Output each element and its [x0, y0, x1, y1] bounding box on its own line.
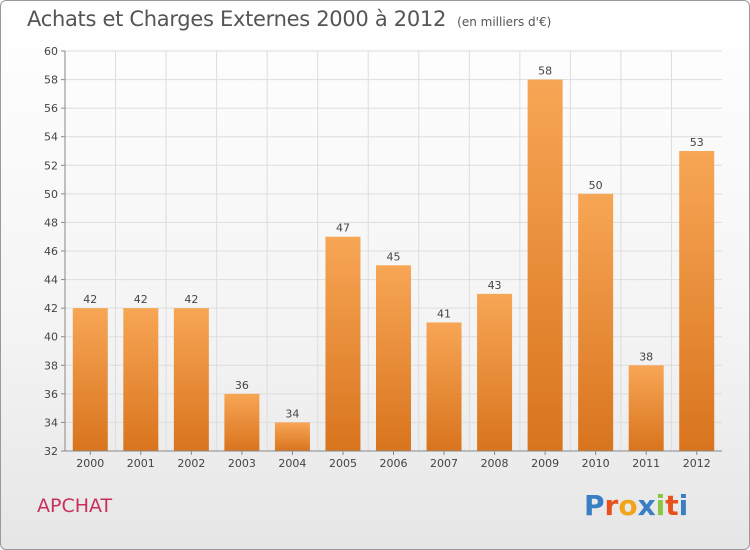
- value-label: 45: [387, 250, 401, 263]
- bar: [173, 308, 209, 451]
- x-tick-label: 2006: [380, 457, 408, 470]
- logo-letter: x: [637, 489, 656, 522]
- bar: [123, 308, 159, 451]
- value-label: 58: [538, 65, 552, 78]
- chart-title: Achats et Charges Externes 2000 à 2012: [27, 7, 447, 31]
- logo-letter: t: [665, 489, 679, 522]
- value-label: 42: [83, 293, 97, 306]
- logo-letter: i: [678, 489, 689, 522]
- y-tick-label: 46: [44, 245, 58, 258]
- y-tick-label: 60: [44, 45, 58, 58]
- bar: [224, 393, 260, 451]
- commune-name: APCHAT: [37, 495, 113, 517]
- x-tick-label: 2004: [278, 457, 306, 470]
- value-label: 43: [488, 279, 502, 292]
- y-tick-label: 58: [44, 74, 58, 87]
- x-tick-label: 2003: [228, 457, 256, 470]
- x-tick-label: 2008: [481, 457, 509, 470]
- bar: [72, 308, 108, 451]
- y-tick-label: 32: [44, 445, 58, 458]
- y-tick-label: 40: [44, 331, 58, 344]
- bar: [578, 193, 614, 451]
- bar: [477, 293, 513, 451]
- value-label: 42: [184, 293, 198, 306]
- y-tick-label: 48: [44, 216, 58, 229]
- x-tick-label: 2001: [127, 457, 155, 470]
- value-label: 34: [285, 407, 299, 420]
- value-label: 42: [134, 293, 148, 306]
- logo-letter: i: [655, 489, 666, 522]
- bars: [72, 79, 715, 452]
- x-tick-label: 2009: [531, 457, 559, 470]
- x-tick-label: 2005: [329, 457, 357, 470]
- value-label: 47: [336, 222, 350, 235]
- value-label: 53: [690, 136, 704, 149]
- y-tick-label: 56: [44, 102, 58, 115]
- x-tick-label: 2000: [76, 457, 104, 470]
- y-tick-label: 34: [44, 416, 58, 429]
- axes: [61, 50, 722, 455]
- value-label: 50: [589, 179, 603, 192]
- y-tick-label: 44: [44, 274, 58, 287]
- bar: [274, 422, 310, 451]
- logo-letter: o: [618, 489, 638, 522]
- bar: [325, 236, 361, 451]
- logo-letter: P: [584, 489, 605, 522]
- y-tick-label: 36: [44, 388, 58, 401]
- bar: [628, 365, 664, 451]
- x-tick-label: 2012: [683, 457, 711, 470]
- x-tick-label: 2011: [632, 457, 660, 470]
- x-tick-label: 2010: [582, 457, 610, 470]
- y-tick-label: 52: [44, 159, 58, 172]
- bar: [376, 265, 411, 451]
- bar: [426, 322, 462, 451]
- y-tick-label: 38: [44, 359, 58, 372]
- x-tick-label: 2007: [430, 457, 458, 470]
- chart-title-block: Achats et Charges Externes 2000 à 2012 (…: [27, 7, 551, 31]
- bar: [527, 79, 563, 452]
- bar: [679, 151, 715, 451]
- x-tick-label: 2002: [177, 457, 205, 470]
- proxiti-logo: Proxiti: [584, 489, 688, 522]
- chart-unit: (en milliers d'€): [457, 15, 552, 29]
- y-tick-label: 42: [44, 302, 58, 315]
- labels: 32 34 36 38 40 42 44 46 48 50 52 54 56 58 60 42 2000 42 20…: [44, 45, 711, 470]
- value-label: 38: [639, 350, 653, 363]
- logo-letter: r: [604, 489, 619, 522]
- value-label: 41: [437, 307, 451, 320]
- y-tick-label: 50: [44, 188, 58, 201]
- y-tick-label: 54: [44, 131, 58, 144]
- value-label: 36: [235, 379, 249, 392]
